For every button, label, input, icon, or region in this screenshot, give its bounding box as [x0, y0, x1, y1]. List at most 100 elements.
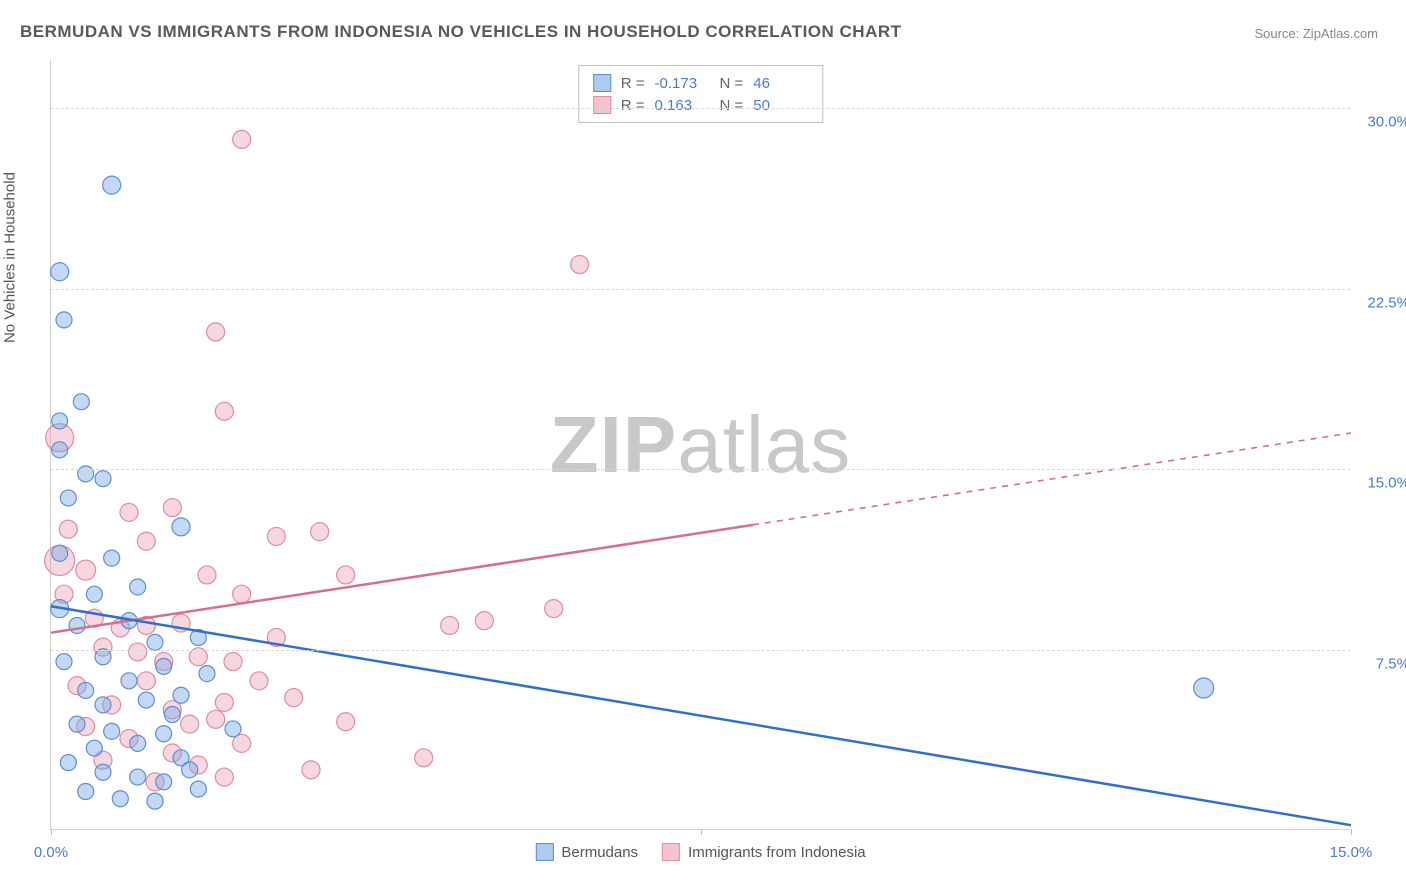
point-blue [52, 545, 68, 561]
point-blue [95, 471, 111, 487]
blue-swatch-icon [535, 843, 553, 861]
y-tick-label: 15.0% [1367, 475, 1406, 492]
legend-label: Bermudans [561, 844, 638, 861]
point-blue [73, 394, 89, 410]
point-pink [76, 560, 96, 580]
x-tick-label: 15.0% [1330, 844, 1373, 861]
point-blue [225, 721, 241, 737]
point-pink [415, 749, 433, 767]
point-blue [56, 654, 72, 670]
point-pink [224, 653, 242, 671]
plot-svg [51, 60, 1350, 829]
point-blue [95, 649, 111, 665]
chart-title: BERMUDAN VS IMMIGRANTS FROM INDONESIA NO… [20, 22, 902, 42]
point-pink [215, 693, 233, 711]
point-blue [182, 762, 198, 778]
point-pink [337, 713, 355, 731]
point-blue [147, 793, 163, 809]
point-blue [156, 658, 172, 674]
point-pink [233, 585, 251, 603]
point-pink [137, 532, 155, 550]
point-pink [215, 768, 233, 786]
point-blue [86, 740, 102, 756]
point-pink [545, 600, 563, 618]
point-pink [475, 612, 493, 630]
point-blue [164, 707, 180, 723]
x-tick-label: 0.0% [34, 844, 68, 861]
gridline [51, 469, 1350, 470]
point-blue [104, 550, 120, 566]
legend-item: Bermudans [535, 843, 638, 861]
blue-swatch-icon [593, 74, 611, 92]
point-pink [571, 256, 589, 274]
series-legend: Bermudans Immigrants from Indonesia [535, 843, 865, 861]
stat-n: 50 [753, 97, 808, 114]
point-blue [130, 769, 146, 785]
trend-pink-solid [51, 525, 753, 633]
source-label: Source: ZipAtlas.com [1254, 26, 1378, 41]
point-blue [172, 518, 190, 536]
y-tick-label: 22.5% [1367, 294, 1406, 311]
gridline [51, 650, 1350, 651]
point-pink [311, 523, 329, 541]
gridline [51, 289, 1350, 290]
plot-area: ZIPatlas R =-0.173N =46R =0.163N =50 Ber… [50, 60, 1350, 830]
point-blue [190, 781, 206, 797]
stat-r: -0.173 [655, 75, 710, 92]
point-blue [147, 634, 163, 650]
point-blue [60, 755, 76, 771]
point-blue [78, 682, 94, 698]
point-blue [56, 312, 72, 328]
point-blue [156, 726, 172, 742]
correlation-chart: BERMUDAN VS IMMIGRANTS FROM INDONESIA NO… [0, 0, 1406, 892]
x-tick [1351, 829, 1352, 835]
point-blue [69, 716, 85, 732]
point-pink [198, 566, 216, 584]
point-blue [86, 586, 102, 602]
point-blue [1194, 678, 1214, 698]
point-blue [78, 784, 94, 800]
point-pink [302, 761, 320, 779]
point-blue [95, 697, 111, 713]
point-blue [112, 791, 128, 807]
trend-blue-solid [51, 606, 1351, 825]
x-tick [701, 829, 702, 835]
point-blue [121, 673, 137, 689]
point-pink [59, 520, 77, 538]
point-blue [138, 692, 154, 708]
stats-row: R =0.163N =50 [593, 94, 809, 116]
point-blue [173, 687, 189, 703]
x-tick [51, 829, 52, 835]
pink-swatch-icon [593, 96, 611, 114]
point-pink [285, 689, 303, 707]
point-pink [137, 672, 155, 690]
y-tick-label: 7.5% [1376, 655, 1406, 672]
point-blue [51, 263, 69, 281]
point-pink [207, 323, 225, 341]
point-pink [181, 715, 199, 733]
point-pink [163, 499, 181, 517]
point-blue [95, 764, 111, 780]
point-blue [103, 176, 121, 194]
point-pink [250, 672, 268, 690]
point-blue [60, 490, 76, 506]
point-blue [130, 735, 146, 751]
point-blue [69, 617, 85, 633]
legend-item: Immigrants from Indonesia [662, 843, 866, 861]
pink-swatch-icon [662, 843, 680, 861]
stats-row: R =-0.173N =46 [593, 72, 809, 94]
legend-label: Immigrants from Indonesia [688, 844, 866, 861]
point-blue [199, 666, 215, 682]
point-pink [337, 566, 355, 584]
point-pink [267, 527, 285, 545]
y-axis-label: No Vehicles in Household [2, 172, 19, 343]
point-pink [129, 643, 147, 661]
point-pink [233, 130, 251, 148]
stat-n: 46 [753, 75, 808, 92]
point-pink [215, 402, 233, 420]
point-pink [441, 616, 459, 634]
y-tick-label: 30.0% [1367, 114, 1406, 131]
point-blue [52, 442, 68, 458]
point-pink [120, 503, 138, 521]
gridline [51, 108, 1350, 109]
